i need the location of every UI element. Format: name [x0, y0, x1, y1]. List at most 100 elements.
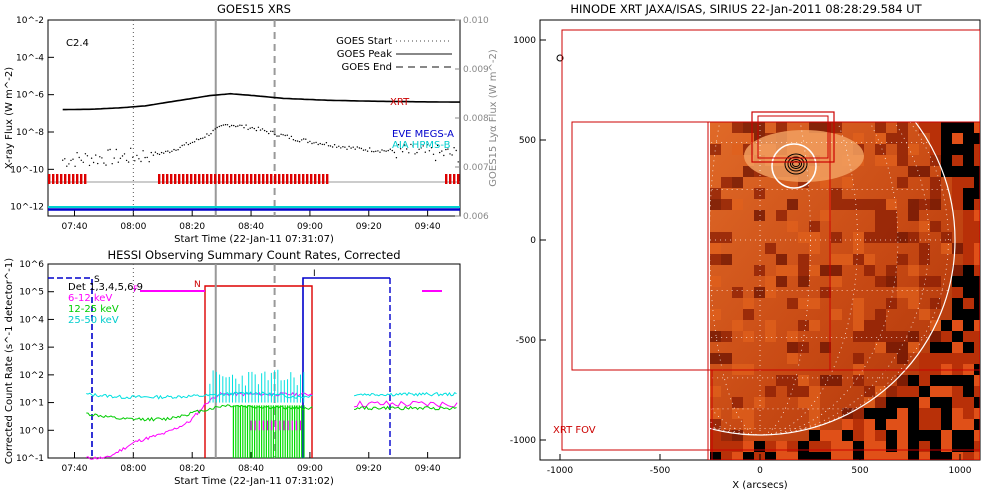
xrt-pixel [853, 375, 864, 386]
hessi-legend: Det 1,3,4,5,6,9 6-12 keV 12-25 keV 25-50… [68, 282, 143, 326]
goes-short-point [144, 156, 146, 159]
xrt-pixel [875, 144, 886, 155]
goes-short-point [88, 164, 91, 167]
xrt-pixel [842, 199, 853, 210]
xrt-pixel [875, 309, 886, 320]
xrt-pixel [787, 298, 798, 309]
xrt-pixel [831, 232, 842, 243]
xrt-pixel [963, 353, 974, 364]
goes-short-point [362, 149, 365, 151]
goes-short-point [284, 134, 286, 137]
xrt-pixel [963, 386, 974, 397]
xrt-pixel [886, 210, 897, 221]
xrt-obs-mark [314, 174, 317, 184]
xrt-pixel [941, 144, 952, 155]
goes-data: 10^-2 10^-4 10^-6 10^-8 10^-10 10^-12 0.010 0.0… [10, 16, 489, 232]
xrt-pixel [952, 122, 963, 133]
xrt-pixel [853, 298, 864, 309]
xrt-obs-mark [68, 174, 71, 184]
goes-short-point [253, 127, 255, 130]
xrt-pixel [908, 386, 919, 397]
xrt-pixel [974, 419, 980, 430]
xrt-pixel [820, 430, 831, 441]
goes-short-point [72, 158, 74, 160]
goes-short-point [130, 147, 132, 149]
goes-short-point [101, 157, 103, 159]
goes-short-point [280, 133, 282, 135]
legend-25-50-kev: 25-50 keV [68, 315, 119, 326]
goes-short-point [259, 129, 262, 131]
xrt-pixel [853, 430, 864, 441]
goes-short-point [307, 141, 309, 144]
hessi-title: HESSI Observing Summary Count Rates, Cor… [107, 248, 400, 262]
xrt-pixel [776, 122, 787, 133]
goes-y2tick-label: 0.008 [463, 114, 489, 124]
goes-short-point [200, 137, 202, 140]
xrt-pixel [798, 375, 809, 386]
xrt-pixel [919, 430, 930, 441]
goes-short-point [309, 140, 311, 143]
xrt-pixel [963, 452, 974, 460]
flare-contour [790, 159, 802, 169]
xrt-pixel [765, 331, 776, 342]
xrt-pixel [831, 441, 842, 452]
goes-y2tick-label: 0.009 [463, 65, 489, 75]
goes-y2tick-label: 0.006 [463, 212, 489, 222]
goes-short-point [268, 132, 270, 135]
goes-short-point [434, 159, 437, 162]
xrt-pixel [941, 122, 952, 133]
xrt-pixel [754, 122, 765, 133]
xrt-pixel [897, 441, 908, 452]
xrt-pixel [974, 298, 980, 309]
xrt-pixel [831, 199, 842, 210]
goes-short-point [447, 148, 449, 150]
xrt-pixel [930, 342, 941, 353]
goes-short-point [272, 130, 274, 133]
xrt-pixel [743, 331, 754, 342]
xrt-pixel [952, 188, 963, 199]
goes-xtick-label: 09:20 [356, 222, 382, 232]
xrt-pixel [721, 430, 732, 441]
xrt-pixel [864, 430, 875, 441]
xrt-pixel [787, 386, 798, 397]
xrt-pixel [941, 375, 952, 386]
xrt-pixel [919, 375, 930, 386]
xrt-pixel [776, 265, 787, 276]
xrt-pixel [820, 441, 831, 452]
flare-contour [784, 153, 808, 175]
map-xtick-label: 0 [757, 466, 763, 476]
goes-ytick-label: 10^-4 [16, 53, 44, 63]
xrt-pixel [809, 265, 820, 276]
goes-short-point [111, 163, 113, 165]
goes-short-point [327, 145, 330, 147]
xrt-pixel [952, 243, 963, 254]
goes-short-point [198, 138, 200, 141]
xrt-pixel [963, 342, 974, 353]
goes-short-point [282, 134, 284, 136]
goes-short-point [315, 141, 317, 144]
xrt-pixel [963, 243, 974, 254]
xrt-pixel [743, 166, 754, 177]
xrt-pixel [963, 232, 974, 243]
xrt-pixel [809, 430, 820, 441]
xrt-pixel [864, 408, 875, 419]
xrt-pixel [842, 419, 853, 430]
xrt-pixel [930, 397, 941, 408]
goes-short-point [414, 153, 416, 155]
xrt-pixel [886, 265, 897, 276]
goes-short-point [266, 130, 268, 133]
xrt-pixel [941, 353, 952, 364]
xrt-pixel [963, 320, 974, 331]
xrt-pixel [941, 419, 952, 430]
xrt-pixel [908, 287, 919, 298]
xrt-pixel [765, 452, 776, 460]
goes-short-point [305, 138, 307, 140]
xrt-pixel [952, 331, 963, 342]
goes-short-point [395, 157, 398, 159]
xrt-map-title: HINODE XRT JAXA/ISAS, SIRIUS 22-Jan-2011… [570, 2, 922, 16]
xrt-pixel [908, 397, 919, 408]
xrt-obs-mark [290, 174, 293, 184]
legend-6-12-kev: 6-12 keV [68, 293, 112, 304]
xrt-pixel [919, 408, 930, 419]
goes-short-point [99, 156, 101, 158]
